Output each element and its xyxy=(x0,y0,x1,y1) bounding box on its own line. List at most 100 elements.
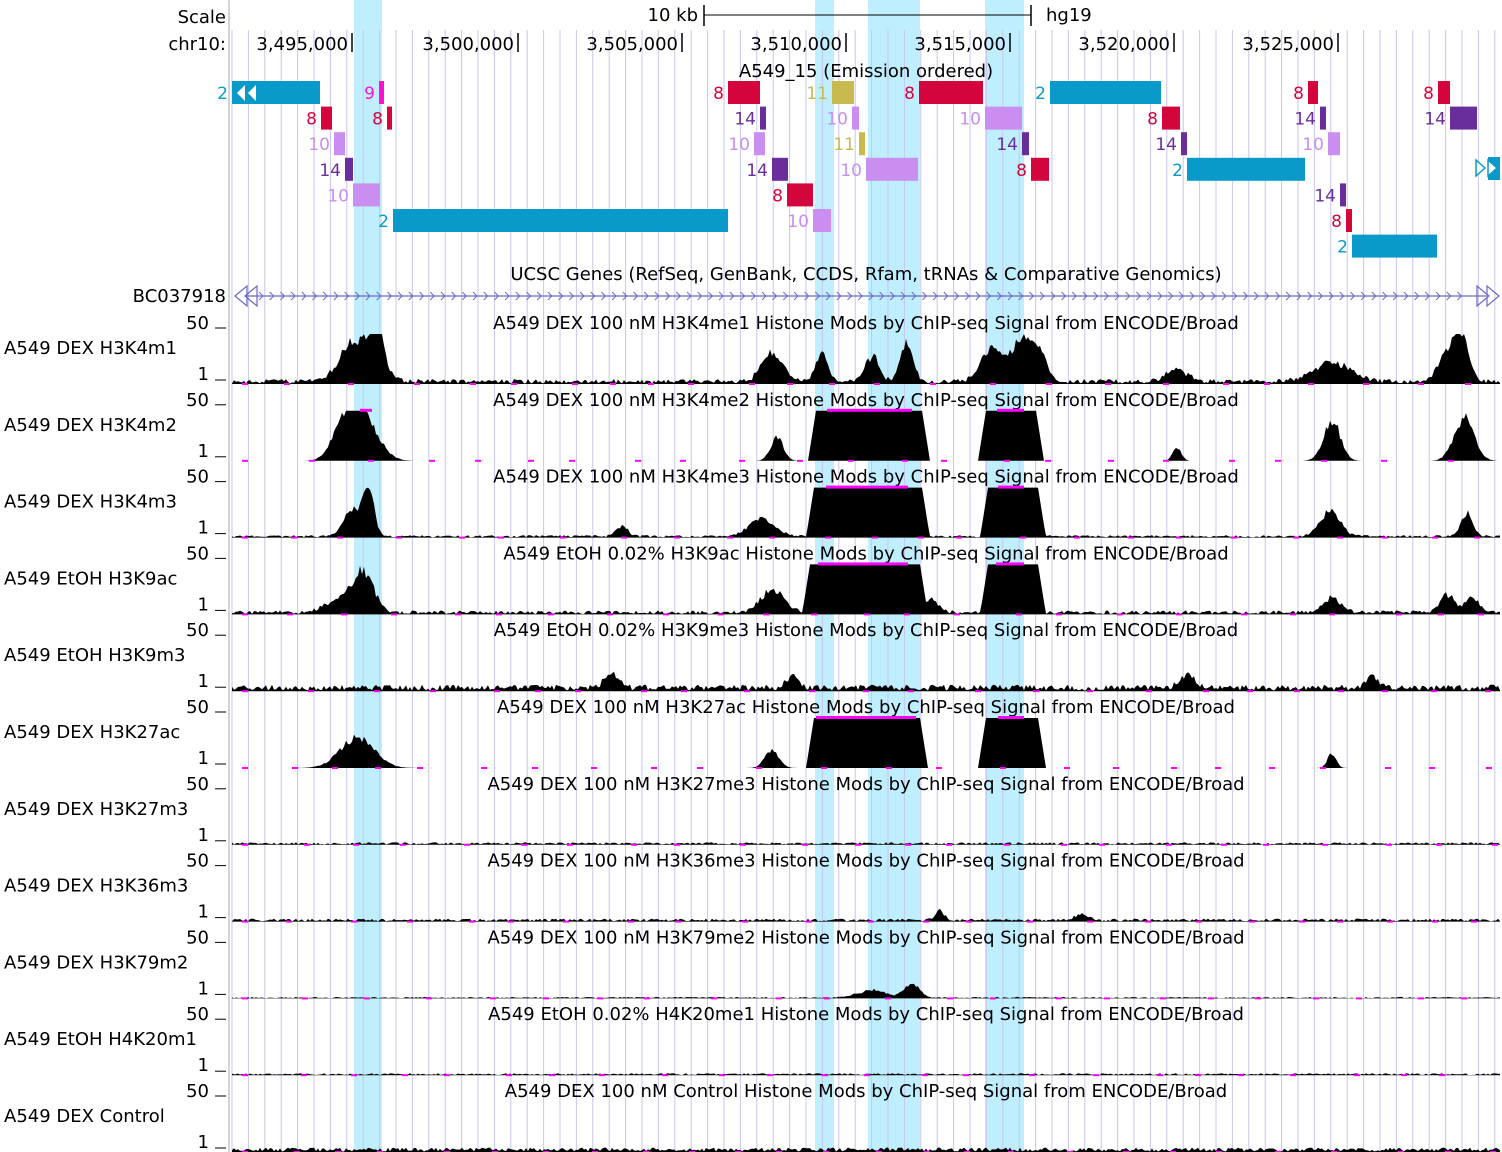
zero-marker xyxy=(567,843,573,846)
gene-name[interactable]: BC037918 xyxy=(133,286,226,307)
chromhmm-state-label: 10 xyxy=(728,135,750,155)
chromhmm-state-14[interactable] xyxy=(1022,132,1029,156)
chromhmm-state-14[interactable] xyxy=(1181,132,1187,156)
chromhmm-state-2[interactable] xyxy=(1187,157,1305,181)
zero-marker xyxy=(1157,1074,1163,1077)
signal-track[interactable]: A549 DEX H3K4m3 50 1 A549 DEX 100 nM H3K4me… xyxy=(4,467,1500,539)
track-label[interactable]: A549 EtOH H3K9ac xyxy=(4,568,177,589)
chromhmm-title: A549_15 (Emission ordered) xyxy=(739,61,993,82)
track-label[interactable]: A549 DEX Control xyxy=(4,1106,165,1127)
zero-marker xyxy=(868,920,874,923)
gene-model-bc037918[interactable] xyxy=(234,284,1500,308)
signal-area xyxy=(232,564,1500,615)
chromhmm-state-2[interactable] xyxy=(1050,81,1161,104)
signal-track[interactable]: A549 DEX H3K36m3 50 1 A549 DEX 100 nM H3K36… xyxy=(4,851,1500,923)
signal-track[interactable]: A549 DEX H3K4m1 50 1 A549 DEX 100 nM H3K4me… xyxy=(4,313,1500,385)
chromhmm-state-10[interactable] xyxy=(754,132,765,156)
zero-marker xyxy=(402,1074,408,1077)
zero-marker xyxy=(1000,767,1006,769)
ruler[interactable]: Scale 10 kb hg19 chr10: 3,495,000 3,500,0… xyxy=(168,5,1339,55)
chromhmm-state-14[interactable] xyxy=(1320,106,1326,130)
chromhmm-state-10[interactable] xyxy=(985,106,1022,130)
chromhmm-state-2[interactable] xyxy=(1352,234,1437,258)
zero-marker xyxy=(287,613,293,616)
chromhmm-state-10[interactable] xyxy=(334,132,345,156)
signal-area xyxy=(232,908,1500,922)
chromhmm-state-11[interactable] xyxy=(832,81,854,104)
zero-marker xyxy=(1382,690,1388,693)
zero-marker xyxy=(1448,459,1454,462)
chromhmm-state-11[interactable] xyxy=(859,132,865,156)
signal-track[interactable]: A549 DEX H3K27m3 50 1 A549 DEX 100 nM H3K27… xyxy=(4,774,1500,846)
chromhmm-state-14[interactable] xyxy=(1340,183,1346,207)
chromhmm-state-2[interactable] xyxy=(232,81,320,104)
chromhmm-state-8[interactable] xyxy=(1162,106,1180,130)
signal-track[interactable]: A549 DEX Control 50 1 A549 DEX 100 nM Contr… xyxy=(4,1081,1500,1152)
track-label[interactable]: A549 DEX H3K4m1 xyxy=(4,338,177,359)
chromhmm-state-8[interactable] xyxy=(787,183,813,207)
track-label[interactable]: A549 DEX H3K27ac xyxy=(4,722,180,743)
chromhmm-state-14[interactable] xyxy=(1450,106,1477,130)
track-min-label: 1 xyxy=(198,364,209,385)
track-label[interactable]: A549 EtOH H3K9m3 xyxy=(4,645,185,666)
chromhmm-state-label: 10 xyxy=(308,135,330,155)
chromhmm-state-2[interactable] xyxy=(393,209,728,232)
zero-marker xyxy=(353,843,359,846)
track-max-label: 50 xyxy=(186,697,209,718)
signal-track[interactable]: A549 DEX H3K4m2 50 1 A549 DEX 100 nM H3K4me… xyxy=(4,390,1500,462)
track-label[interactable]: A549 DEX H3K4m3 xyxy=(4,492,177,513)
zero-marker xyxy=(739,459,745,462)
chromhmm-state-10[interactable] xyxy=(866,157,918,181)
zero-marker xyxy=(242,536,248,539)
signal-track[interactable]: A549 DEX H3K27ac 50 1 A549 DEX 100 nM H3K27… xyxy=(4,697,1500,769)
zero-marker xyxy=(391,613,397,616)
track-label[interactable]: A549 DEX H3K36m3 xyxy=(4,876,188,897)
zero-marker xyxy=(1029,1074,1035,1077)
chromhmm-state-label: 14 xyxy=(746,161,768,181)
track-label[interactable]: A549 DEX H3K79m2 xyxy=(4,952,188,973)
zero-marker xyxy=(1093,1074,1099,1077)
chromhmm-state-8[interactable] xyxy=(919,81,983,104)
chromhmm-track[interactable]: A549_15 (Emission ordered) 2 9 8 11 8 2 8 88 8 14… xyxy=(217,61,1500,258)
chromhmm-state-8[interactable] xyxy=(387,106,392,130)
chromhmm-state-14[interactable] xyxy=(772,157,788,181)
zero-marker xyxy=(1439,1074,1445,1077)
track-min-label: 1 xyxy=(198,441,209,462)
track-label[interactable]: A549 DEX H3K27m3 xyxy=(4,799,188,820)
chromhmm-state-10[interactable] xyxy=(852,106,859,130)
chromhmm-state-label: 8 xyxy=(1016,161,1027,181)
chromhmm-state-9[interactable] xyxy=(379,81,384,104)
track-min-label: 1 xyxy=(198,902,209,923)
clip-marker xyxy=(816,716,916,719)
chromhmm-state-8[interactable] xyxy=(1438,81,1450,104)
chromhmm-state-10[interactable] xyxy=(1328,132,1340,156)
track-title: A549 DEX 100 nM H3K36me3 Histone Mods by… xyxy=(487,851,1244,872)
chromhmm-state-14[interactable] xyxy=(760,106,766,130)
chromhmm-state-8[interactable] xyxy=(728,81,760,104)
zero-marker xyxy=(742,920,748,923)
ucsc-genes-track[interactable]: UCSC Genes (RefSeq, GenBank, CCDS, Rfam,… xyxy=(133,264,1500,308)
signal-track[interactable]: A549 DEX H3K79m2 50 1 A549 DEX 100 nM H3K79… xyxy=(4,927,1500,1000)
zero-marker xyxy=(528,459,534,462)
track-max-label: 50 xyxy=(186,774,209,795)
zero-marker xyxy=(1436,843,1442,846)
zero-marker xyxy=(242,920,248,923)
zero-marker xyxy=(663,613,669,616)
chromhmm-state-10[interactable] xyxy=(813,209,831,232)
chromhmm-state-8[interactable] xyxy=(1346,209,1352,232)
chromhmm-state-8[interactable] xyxy=(1031,157,1049,181)
zero-marker xyxy=(332,767,338,769)
chromhmm-state-8[interactable] xyxy=(321,106,332,130)
signal-track[interactable]: A549 EtOH H4K20m1 50 1 A549 EtOH 0.02% H4K2… xyxy=(4,1004,1500,1077)
chromhmm-state-8[interactable] xyxy=(1308,81,1318,104)
signal-track[interactable]: A549 EtOH H3K9ac 50 1 A549 EtOH 0.02% H3K9a… xyxy=(4,543,1500,616)
chromhmm-state-10[interactable] xyxy=(353,183,380,207)
track-label[interactable]: A549 EtOH H4K20m1 xyxy=(4,1029,197,1050)
track-label[interactable]: A549 DEX H3K4m2 xyxy=(4,415,177,436)
chromhmm-state-14[interactable] xyxy=(345,157,353,181)
zero-marker xyxy=(863,690,869,693)
track-min-label: 1 xyxy=(198,1055,209,1076)
zero-marker xyxy=(1382,536,1388,539)
